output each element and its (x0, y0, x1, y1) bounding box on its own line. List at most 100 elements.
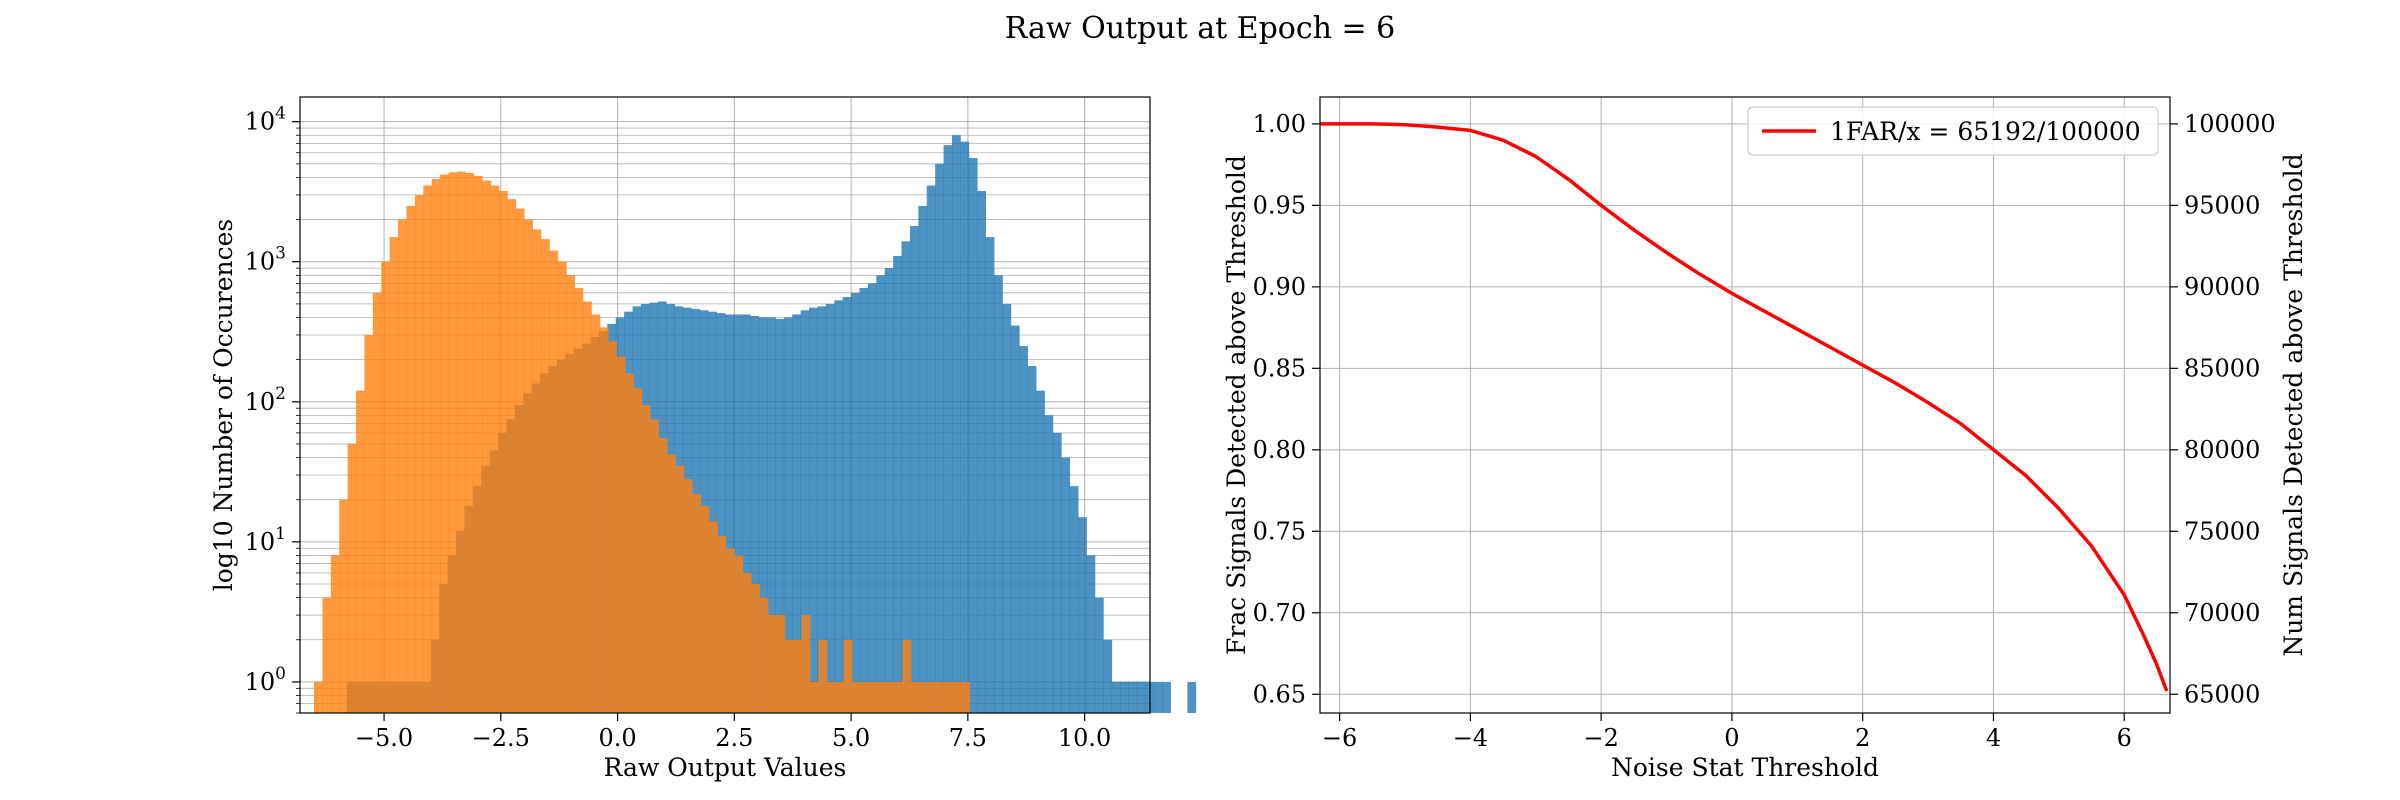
histogram-bar (1120, 681, 1129, 713)
histogram-bar (885, 681, 895, 713)
histogram-bar (851, 292, 860, 713)
histogram-bar (1044, 415, 1054, 713)
histogram-bar (709, 521, 718, 713)
line-chart-x-tick-label: −2 (1583, 724, 1618, 752)
histogram-bar (633, 388, 643, 713)
histogram-bar (817, 306, 827, 713)
histogram-x-tick-label: 7.5 (949, 724, 987, 752)
histogram-bar (1078, 517, 1087, 713)
histogram-y-axis-label: log10 Number of Occurences (209, 219, 238, 592)
histogram-bar (381, 261, 391, 713)
line-chart-x-tick-label: 6 (2117, 724, 2132, 752)
histogram-bar (751, 584, 760, 713)
histogram-bar (532, 229, 542, 713)
histogram-bar (985, 237, 995, 713)
histogram-bar (951, 135, 961, 713)
histogram-bar (868, 681, 878, 713)
line-chart-x-tick-label: 4 (1986, 724, 2001, 752)
histogram-bar (741, 314, 751, 713)
histogram-bar (364, 334, 374, 713)
histogram-bar (843, 639, 853, 713)
histogram-bar (583, 301, 592, 713)
histogram-bar (667, 454, 676, 713)
histogram-x-tick-label: −5.0 (355, 724, 413, 752)
line-chart-right-y-tick-label: 100000 (2184, 110, 2276, 138)
histogram-bar (725, 548, 735, 713)
histogram-bar (918, 205, 928, 714)
histogram-bar (783, 317, 793, 713)
histogram-bar (894, 681, 903, 713)
histogram-bar (616, 356, 626, 713)
line-chart-y-tick-label: 0.80 (1253, 436, 1306, 464)
histogram-series-2 (314, 171, 971, 714)
histogram-bar (767, 317, 776, 713)
histogram-bar (658, 438, 668, 713)
histogram-bar (524, 219, 533, 713)
histogram-bar (943, 145, 953, 714)
histogram-bar (775, 319, 785, 713)
histogram-bar (423, 185, 433, 714)
histogram-bar (1094, 597, 1104, 713)
line-chart-y-tick-label: 1.00 (1253, 110, 1306, 138)
histogram-bar (919, 681, 929, 713)
legend: 1FAR/x = 65192/100000 (1747, 106, 2159, 156)
histogram-bar (1136, 681, 1146, 713)
histogram-bar (473, 175, 483, 714)
line-chart-y-tick-label: 0.65 (1253, 680, 1306, 708)
histogram-bar (675, 465, 685, 713)
line-chart-panel: −6 −4 −2 0 2 4 6 0.65 0.70 0.75 0.80 0.85 0.90 0.95 1… (1222, 96, 2308, 782)
histogram-bar (758, 317, 768, 713)
histogram-bar (852, 681, 861, 713)
histogram-bar (683, 479, 693, 713)
histogram-bar (977, 190, 987, 714)
histogram-bar (498, 190, 508, 714)
histogram-y-tick-label: 104 (245, 104, 286, 136)
histogram-bar (322, 597, 332, 713)
histogram-bar (825, 303, 835, 713)
histogram-bar (608, 341, 618, 713)
histogram-bar (1111, 681, 1121, 713)
histogram-bar (314, 681, 323, 713)
histogram-bar (876, 275, 886, 713)
histogram-bar (800, 310, 810, 713)
line-chart-y-tick-label: 0.75 (1253, 517, 1306, 545)
histogram-bar (641, 404, 651, 713)
line-chart-right-y-axis-label: Num Signals Detected above Threshold (2279, 153, 2308, 656)
histogram-bar (1010, 325, 1020, 713)
histogram-bar (944, 681, 954, 713)
line-chart-x-tick-label: −6 (1322, 724, 1357, 752)
line-chart-right-y-tick-label: 70000 (2184, 599, 2260, 627)
histogram-bar (347, 443, 357, 713)
histogram-bar (330, 555, 340, 713)
histogram-bar (952, 681, 962, 713)
histogram-bar (776, 615, 786, 713)
line-chart-grid (1320, 97, 2170, 713)
histogram-y-tick-label: 103 (245, 244, 286, 276)
line-chart-right-y-tick-label: 90000 (2184, 273, 2260, 301)
histogram-bar (909, 225, 919, 713)
histogram-bar (339, 499, 349, 713)
histogram-bar (893, 255, 902, 714)
histogram-bar (801, 615, 811, 713)
figure-title: Raw Output at Epoch = 6 (1005, 11, 1396, 46)
histogram-bar (877, 681, 887, 713)
histogram-bar (759, 597, 769, 713)
line-chart-axes-frame (1319, 96, 2171, 714)
histogram-bar (784, 639, 794, 713)
histogram-bar (926, 185, 936, 714)
line-chart-x-tick-label: −4 (1453, 724, 1488, 752)
histogram-x-tick-label: 10.0 (1058, 724, 1111, 752)
histogram-y-tick-label: 100 (245, 664, 286, 696)
histogram-bar (1019, 346, 1029, 713)
histogram-bar (935, 163, 944, 714)
histogram-bar (540, 239, 550, 713)
histogram-bar (927, 681, 937, 713)
histogram-bar (465, 173, 475, 713)
line-chart-x-tick-label: 2 (1855, 724, 1870, 752)
histogram-bar (507, 199, 517, 713)
histogram-bar (742, 572, 752, 713)
histogram-bar (708, 311, 717, 713)
line-chart-x-axis-label: Noise Stat Threshold (1611, 753, 1879, 782)
histogram-bar (515, 208, 525, 713)
